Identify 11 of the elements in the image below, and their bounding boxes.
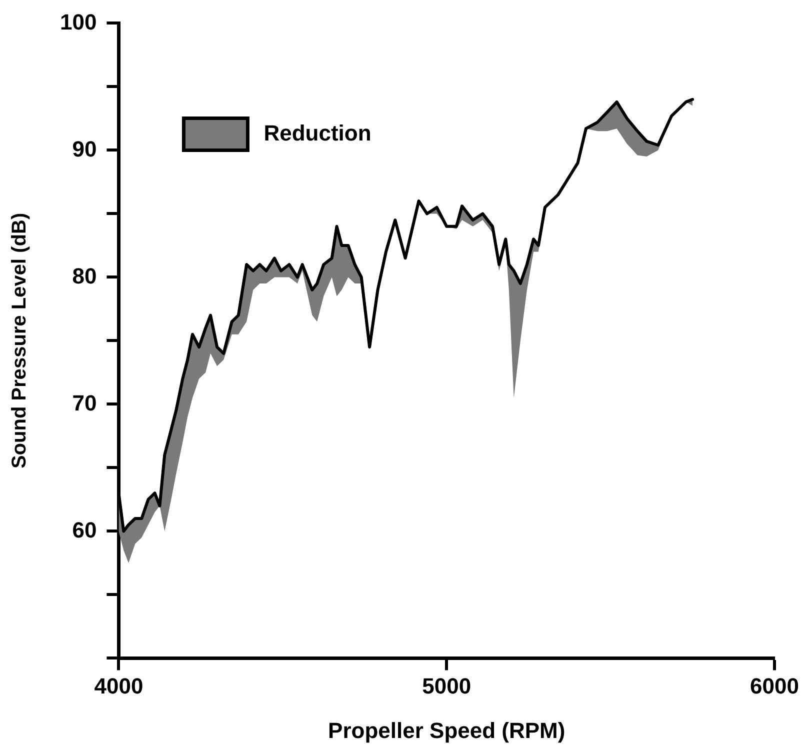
y-tick-label: 100: [60, 9, 97, 34]
y-tick-label: 70: [72, 390, 97, 416]
y-tick-label: 90: [72, 136, 97, 162]
legend-label: Reduction: [264, 120, 372, 146]
x-tick-label: 6000: [750, 673, 800, 698]
y-tick-label: 60: [72, 517, 97, 542]
y-axis-title: Sound Pressure Level (dB): [8, 212, 31, 469]
y-tick-label: 80: [72, 263, 97, 288]
x-axis-title: Propeller Speed (RPM): [328, 718, 566, 743]
x-tick-label: 4000: [94, 673, 144, 698]
x-tick-label: 5000: [422, 673, 472, 698]
